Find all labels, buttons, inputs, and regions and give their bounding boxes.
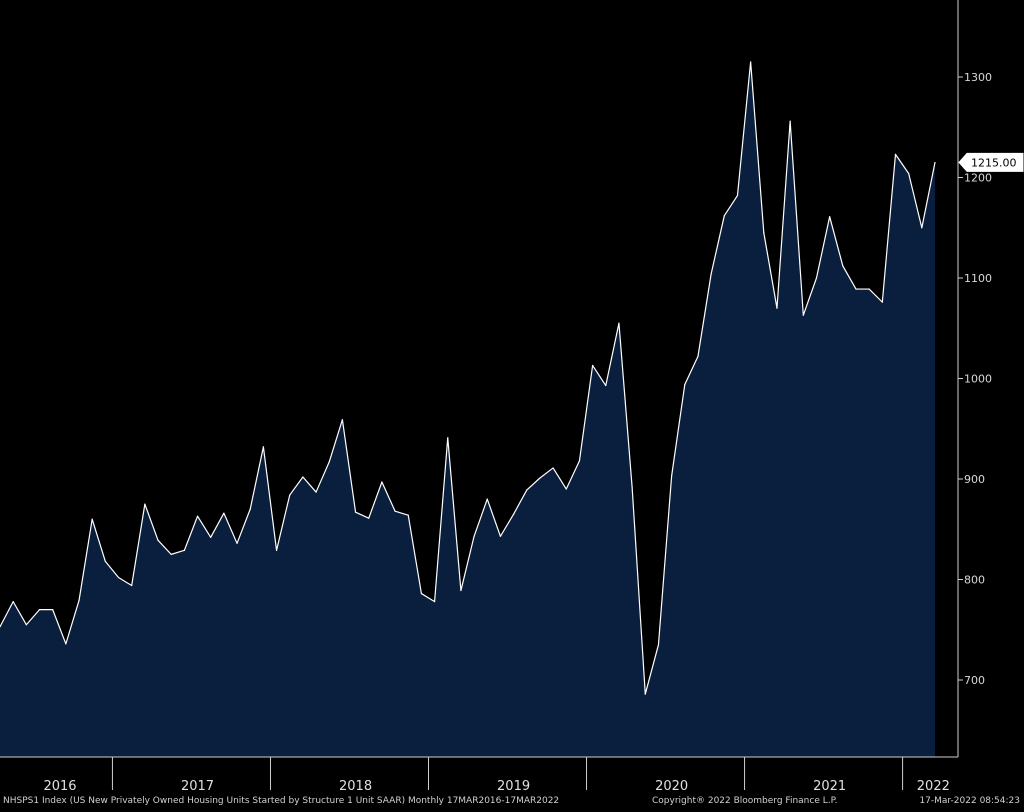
footer-source: NHSPS1 Index (US New Privately Owned Hou…	[3, 796, 560, 806]
data-point	[249, 508, 251, 510]
data-point	[341, 419, 343, 421]
data-point	[460, 589, 462, 592]
y-tick-label: 1300	[964, 71, 992, 84]
x-tick-label: 2018	[339, 779, 372, 794]
data-point	[289, 494, 291, 496]
data-point	[552, 467, 554, 469]
data-point	[170, 553, 172, 555]
data-point	[776, 307, 778, 309]
data-point	[855, 288, 857, 290]
data-point	[328, 461, 330, 463]
data-point	[78, 600, 80, 602]
data-point	[512, 513, 515, 515]
data-point	[0, 626, 1, 628]
data-point	[815, 277, 818, 279]
data-point	[789, 120, 791, 122]
data-point	[499, 535, 502, 537]
data-point	[447, 437, 449, 439]
data-point	[262, 446, 264, 448]
data-point	[921, 227, 923, 229]
y-tick-label: 1000	[964, 373, 992, 386]
last-value-callout: 1215.00	[958, 152, 1024, 172]
data-point	[829, 216, 831, 218]
data-point	[354, 511, 357, 513]
data-point	[736, 194, 739, 197]
footer-timestamp: 17-Mar-2022 08:54:23	[919, 796, 1020, 806]
data-point	[131, 584, 133, 587]
data-point	[117, 576, 120, 579]
data-point	[934, 161, 936, 164]
data-point	[539, 477, 541, 479]
data-point	[868, 288, 870, 290]
data-point	[210, 536, 212, 538]
data-point	[592, 364, 594, 367]
data-point	[578, 460, 581, 462]
data-point	[420, 592, 423, 595]
y-tick-label: 1200	[964, 172, 992, 185]
data-point	[196, 515, 199, 517]
data-point	[565, 488, 567, 490]
x-tick-label: 2019	[497, 779, 530, 794]
data-point	[526, 489, 528, 491]
data-point	[104, 560, 106, 563]
x-tick-label: 2022	[917, 779, 950, 794]
series-area	[0, 61, 935, 758]
x-tick-label: 2016	[43, 779, 76, 794]
x-tick-label: 2017	[181, 779, 214, 794]
footer-copyright: Copyright® 2022 Bloomberg Finance L.P.	[652, 796, 838, 806]
x-tick-label: 2021	[813, 779, 846, 794]
data-point	[618, 322, 620, 324]
data-point	[65, 643, 67, 645]
data-point	[881, 301, 883, 303]
data-point	[473, 535, 475, 537]
data-point	[91, 518, 93, 520]
data-point	[12, 601, 14, 603]
data-point	[236, 542, 238, 544]
data-point	[275, 549, 278, 551]
data-point	[802, 314, 804, 316]
data-point	[605, 384, 607, 387]
x-tick-label: 2020	[655, 779, 688, 794]
last-value-box	[958, 152, 1024, 172]
last-value-label: 1215.00	[971, 156, 1017, 169]
data-point	[908, 172, 910, 175]
y-tick-label: 1100	[964, 272, 992, 285]
data-point	[368, 517, 370, 519]
data-point	[394, 510, 396, 512]
data-point	[842, 265, 844, 267]
data-point	[157, 539, 159, 541]
data-point	[631, 486, 633, 488]
y-tick-label: 700	[964, 674, 985, 687]
data-point	[697, 355, 699, 357]
data-point	[763, 232, 765, 234]
series-line	[0, 61, 936, 695]
axis-layer	[0, 0, 963, 790]
data-point	[657, 644, 660, 646]
area-layer	[0, 61, 936, 758]
data-point	[38, 609, 41, 611]
data-point	[52, 609, 54, 611]
data-point	[433, 601, 436, 603]
data-point	[684, 383, 686, 386]
data-point	[407, 514, 409, 516]
data-point	[486, 498, 488, 500]
data-point	[894, 153, 897, 155]
data-point	[671, 475, 673, 477]
data-point	[381, 481, 383, 483]
data-point	[223, 512, 225, 514]
label-layer: 700 800 900 1000 1100 1200 1300 2016 2017 2018 201…	[43, 71, 1024, 794]
data-point	[25, 624, 27, 626]
data-point	[750, 61, 752, 63]
data-point	[710, 273, 712, 275]
y-tick-label: 900	[964, 473, 985, 486]
y-tick-label: 800	[964, 574, 985, 587]
data-point	[644, 693, 646, 695]
data-point	[723, 215, 725, 217]
data-point	[183, 549, 185, 551]
data-point	[144, 503, 146, 505]
data-point	[302, 476, 304, 478]
data-point	[315, 491, 317, 493]
